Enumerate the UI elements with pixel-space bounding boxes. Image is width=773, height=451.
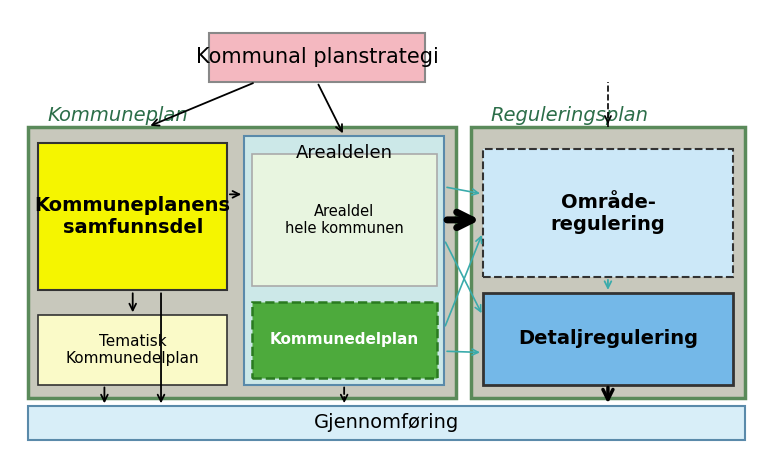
Text: Kommunedelplan: Kommunedelplan [270, 332, 419, 347]
Bar [252, 154, 437, 286]
Text: Område-
regulering: Område- regulering [550, 193, 666, 234]
Bar [472, 127, 744, 398]
Bar [244, 136, 444, 385]
Text: Kommunal planstrategi: Kommunal planstrategi [196, 47, 438, 67]
Text: Arealdelen: Arealdelen [295, 144, 393, 162]
Text: Tematisk
Kommunedelplan: Tematisk Kommunedelplan [66, 334, 199, 366]
Text: Kommuneplan: Kommuneplan [48, 106, 189, 125]
Text: Detaljregulering: Detaljregulering [518, 329, 698, 348]
Bar [209, 33, 425, 82]
Text: Gjennomføring: Gjennomføring [314, 414, 459, 433]
Text: Kommuneplanens
samfunnsdel: Kommuneplanens samfunnsdel [35, 196, 230, 237]
Bar [29, 406, 744, 440]
Text: Reguleringsplan: Reguleringsplan [491, 106, 649, 125]
Bar [483, 149, 733, 277]
Text: Arealdel
hele kommunen: Arealdel hele kommunen [284, 204, 404, 236]
Bar [39, 143, 227, 290]
Bar [29, 127, 456, 398]
Bar [483, 293, 733, 385]
Bar [39, 315, 227, 385]
Bar [252, 302, 437, 378]
